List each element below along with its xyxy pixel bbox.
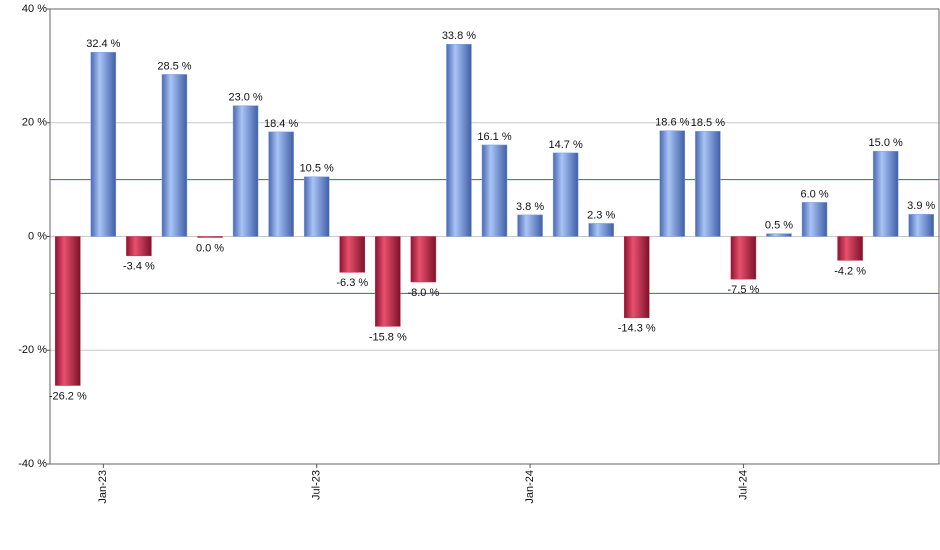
y-tick-label: 0 % bbox=[28, 230, 47, 242]
bar bbox=[695, 131, 721, 237]
bar bbox=[375, 236, 401, 327]
bar bbox=[801, 202, 828, 237]
y-tick-label: 20 % bbox=[22, 117, 47, 129]
value-label: -7.5 % bbox=[728, 284, 760, 296]
bar bbox=[766, 233, 792, 237]
value-label: -8.0 % bbox=[407, 287, 439, 299]
value-label: -4.2 % bbox=[834, 265, 866, 277]
y-tick-label: -20 % bbox=[18, 344, 47, 356]
value-label: -15.8 % bbox=[369, 331, 407, 343]
value-label: 28.5 % bbox=[157, 60, 191, 72]
value-label: 6.0 % bbox=[800, 188, 828, 200]
value-label: 10.5 % bbox=[300, 163, 334, 175]
bar bbox=[588, 223, 614, 237]
bar bbox=[446, 44, 472, 237]
value-label: 32.4 % bbox=[86, 38, 120, 50]
bar bbox=[55, 236, 81, 386]
value-label: 18.4 % bbox=[264, 118, 298, 130]
bar bbox=[623, 236, 650, 319]
bar bbox=[197, 236, 223, 238]
value-label: 14.7 % bbox=[548, 139, 582, 151]
value-label: 0.5 % bbox=[765, 220, 793, 232]
bar bbox=[339, 236, 366, 273]
x-tick-label: Jul-23 bbox=[311, 470, 323, 500]
value-label: 18.5 % bbox=[691, 117, 725, 129]
x-tick-label: Jan-24 bbox=[524, 470, 536, 504]
value-label: 3.8 % bbox=[516, 201, 544, 213]
bar bbox=[410, 236, 437, 283]
value-label: -6.3 % bbox=[336, 277, 368, 289]
value-label: 16.1 % bbox=[477, 131, 511, 143]
value-label: 15.0 % bbox=[869, 137, 903, 149]
bar bbox=[303, 176, 330, 237]
value-label: 23.0 % bbox=[228, 92, 262, 104]
bar bbox=[232, 105, 259, 237]
bar bbox=[730, 236, 757, 280]
bar bbox=[126, 236, 152, 257]
bar bbox=[517, 214, 543, 237]
bar bbox=[268, 131, 294, 237]
value-label: 3.9 % bbox=[907, 200, 935, 212]
bar bbox=[161, 74, 188, 237]
plot-border bbox=[49, 8, 940, 465]
value-label: 33.8 % bbox=[442, 30, 476, 42]
x-tick-label: Jan-23 bbox=[97, 470, 109, 504]
value-label: 18.6 % bbox=[655, 117, 689, 129]
x-tick-label: Jul-24 bbox=[737, 470, 749, 500]
value-label: -3.4 % bbox=[123, 261, 155, 273]
bar bbox=[481, 144, 508, 237]
value-label: 2.3 % bbox=[587, 209, 615, 221]
bar bbox=[659, 130, 686, 237]
y-tick-label: 40 % bbox=[22, 3, 47, 15]
value-label: -14.3 % bbox=[618, 323, 656, 335]
bar bbox=[872, 150, 899, 237]
y-tick-label: -40 % bbox=[18, 458, 47, 470]
bar bbox=[552, 152, 579, 237]
bar bbox=[908, 214, 934, 237]
value-label: -26.2 % bbox=[49, 390, 87, 402]
bar bbox=[90, 51, 117, 237]
value-label: 0.0 % bbox=[196, 242, 224, 254]
bar bbox=[837, 236, 863, 261]
